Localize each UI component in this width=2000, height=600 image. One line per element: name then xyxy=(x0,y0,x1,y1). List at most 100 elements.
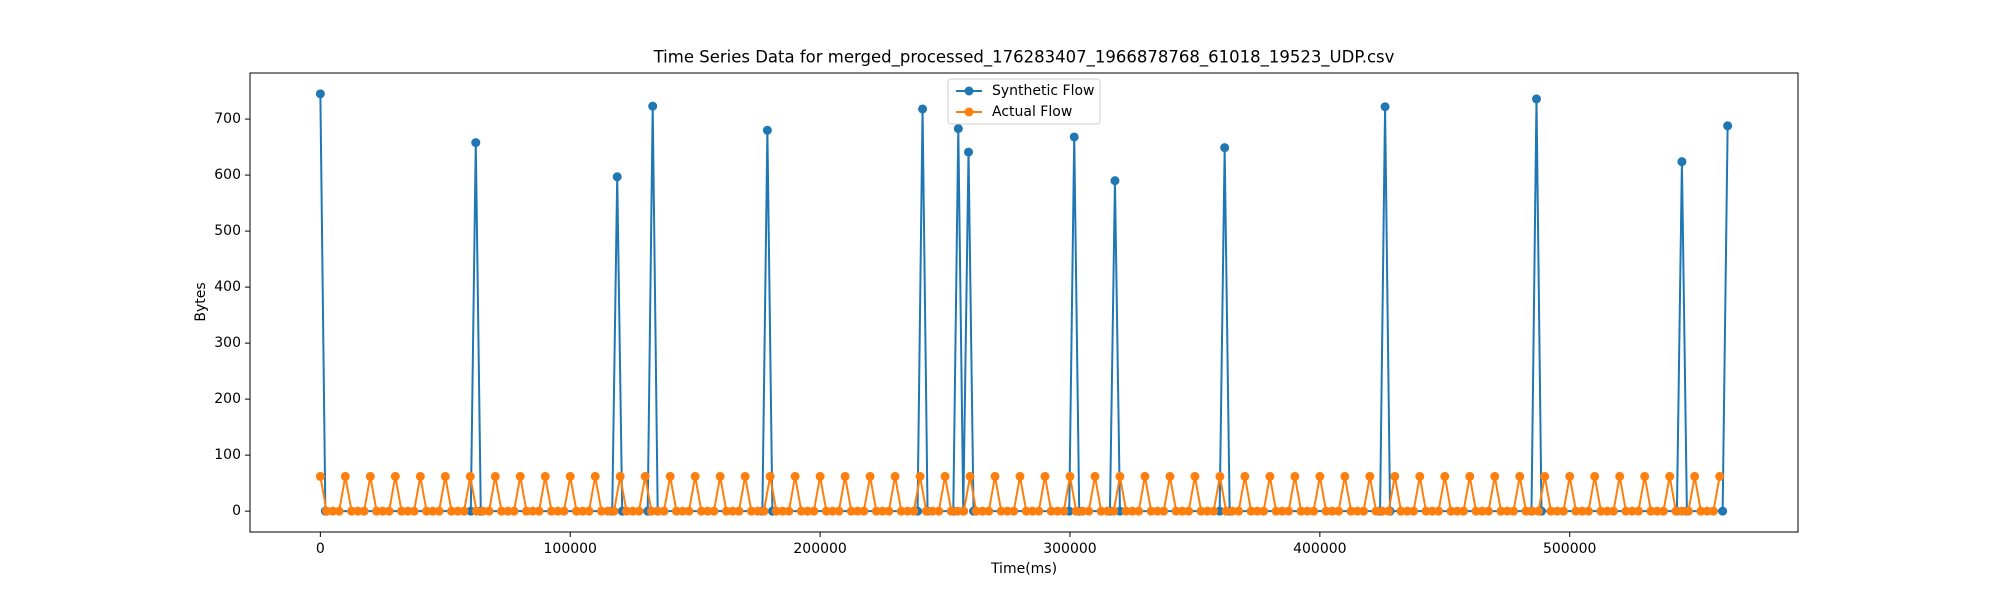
data-point xyxy=(1334,506,1344,516)
data-point xyxy=(315,471,325,481)
data-point xyxy=(1384,506,1394,516)
data-point xyxy=(1683,506,1693,516)
data-point xyxy=(1246,506,1256,516)
data-point xyxy=(1615,471,1625,481)
data-point xyxy=(1146,506,1156,516)
data-point xyxy=(1290,471,1300,481)
data-point xyxy=(1127,506,1137,516)
data-point xyxy=(397,506,407,516)
data-point xyxy=(559,506,569,516)
data-point xyxy=(1184,506,1194,516)
data-point xyxy=(1409,506,1419,516)
data-point xyxy=(1021,506,1031,516)
data-point xyxy=(696,506,706,516)
data-point xyxy=(621,506,631,516)
data-point xyxy=(896,506,906,516)
data-point xyxy=(1521,506,1531,516)
data-point xyxy=(659,506,669,516)
data-point xyxy=(1315,471,1325,481)
data-point xyxy=(1140,471,1150,481)
data-point xyxy=(1034,506,1044,516)
data-point xyxy=(1171,506,1181,516)
data-point xyxy=(1110,176,1120,186)
data-point xyxy=(1109,506,1119,516)
data-point xyxy=(1165,471,1175,481)
data-point xyxy=(878,506,888,516)
y-tick-label: 500 xyxy=(214,223,241,239)
data-point xyxy=(1421,506,1431,516)
data-point xyxy=(765,471,775,481)
data-point xyxy=(646,506,656,516)
data-point xyxy=(584,506,594,516)
data-point xyxy=(803,506,813,516)
x-tick-label: 300000 xyxy=(1043,541,1096,557)
data-point xyxy=(834,506,844,516)
data-point xyxy=(762,125,772,135)
data-point xyxy=(1077,506,1087,516)
data-point xyxy=(1046,506,1056,516)
data-point xyxy=(403,506,413,516)
data-point xyxy=(1209,506,1219,516)
data-point xyxy=(378,506,388,516)
data-point xyxy=(534,506,544,516)
data-point xyxy=(778,506,788,516)
data-point xyxy=(1646,506,1656,516)
data-point xyxy=(1202,506,1212,516)
data-point xyxy=(553,506,563,516)
data-point xyxy=(1502,506,1512,516)
data-point xyxy=(1459,506,1469,516)
data-point xyxy=(946,506,956,516)
data-point xyxy=(1715,471,1725,481)
data-point xyxy=(1027,506,1037,516)
data-point xyxy=(372,506,382,516)
data-point xyxy=(1371,506,1381,516)
data-point xyxy=(959,506,969,516)
data-point xyxy=(796,506,806,516)
data-point xyxy=(1690,471,1700,481)
data-point xyxy=(671,506,681,516)
data-point xyxy=(1380,102,1390,112)
data-point xyxy=(596,506,606,516)
data-point xyxy=(1069,132,1079,142)
data-point xyxy=(953,124,963,134)
series-line xyxy=(319,93,1729,513)
data-point xyxy=(1359,506,1369,516)
data-point xyxy=(609,506,619,516)
data-point xyxy=(1484,506,1494,516)
data-point xyxy=(648,101,658,111)
data-point xyxy=(734,506,744,516)
data-point xyxy=(1040,471,1050,481)
chart-title: Time Series Data for merged_processed_17… xyxy=(653,48,1395,68)
data-point xyxy=(434,506,444,516)
data-point xyxy=(721,506,731,516)
data-point xyxy=(578,506,588,516)
data-point xyxy=(1527,506,1537,516)
data-point xyxy=(1571,506,1581,516)
data-point xyxy=(409,506,419,516)
x-tick-label: 400000 xyxy=(1293,541,1346,557)
data-point xyxy=(1471,506,1481,516)
data-point xyxy=(1271,506,1281,516)
data-point xyxy=(390,471,400,481)
data-point xyxy=(746,506,756,516)
data-point xyxy=(447,506,457,516)
data-point xyxy=(784,506,794,516)
data-point xyxy=(1309,506,1319,516)
data-point xyxy=(1327,506,1337,516)
data-point xyxy=(865,471,875,481)
data-point xyxy=(509,506,519,516)
data-point xyxy=(484,506,494,516)
data-point xyxy=(965,471,975,481)
data-point xyxy=(415,471,425,481)
data-point xyxy=(1590,471,1600,481)
data-point xyxy=(340,471,350,481)
data-point xyxy=(921,506,931,516)
legend-marker xyxy=(964,86,974,96)
data-point xyxy=(490,471,500,481)
data-point xyxy=(653,506,663,516)
data-point xyxy=(497,506,507,516)
data-point xyxy=(1302,506,1312,516)
data-point xyxy=(1090,471,1100,481)
data-point xyxy=(953,506,963,516)
